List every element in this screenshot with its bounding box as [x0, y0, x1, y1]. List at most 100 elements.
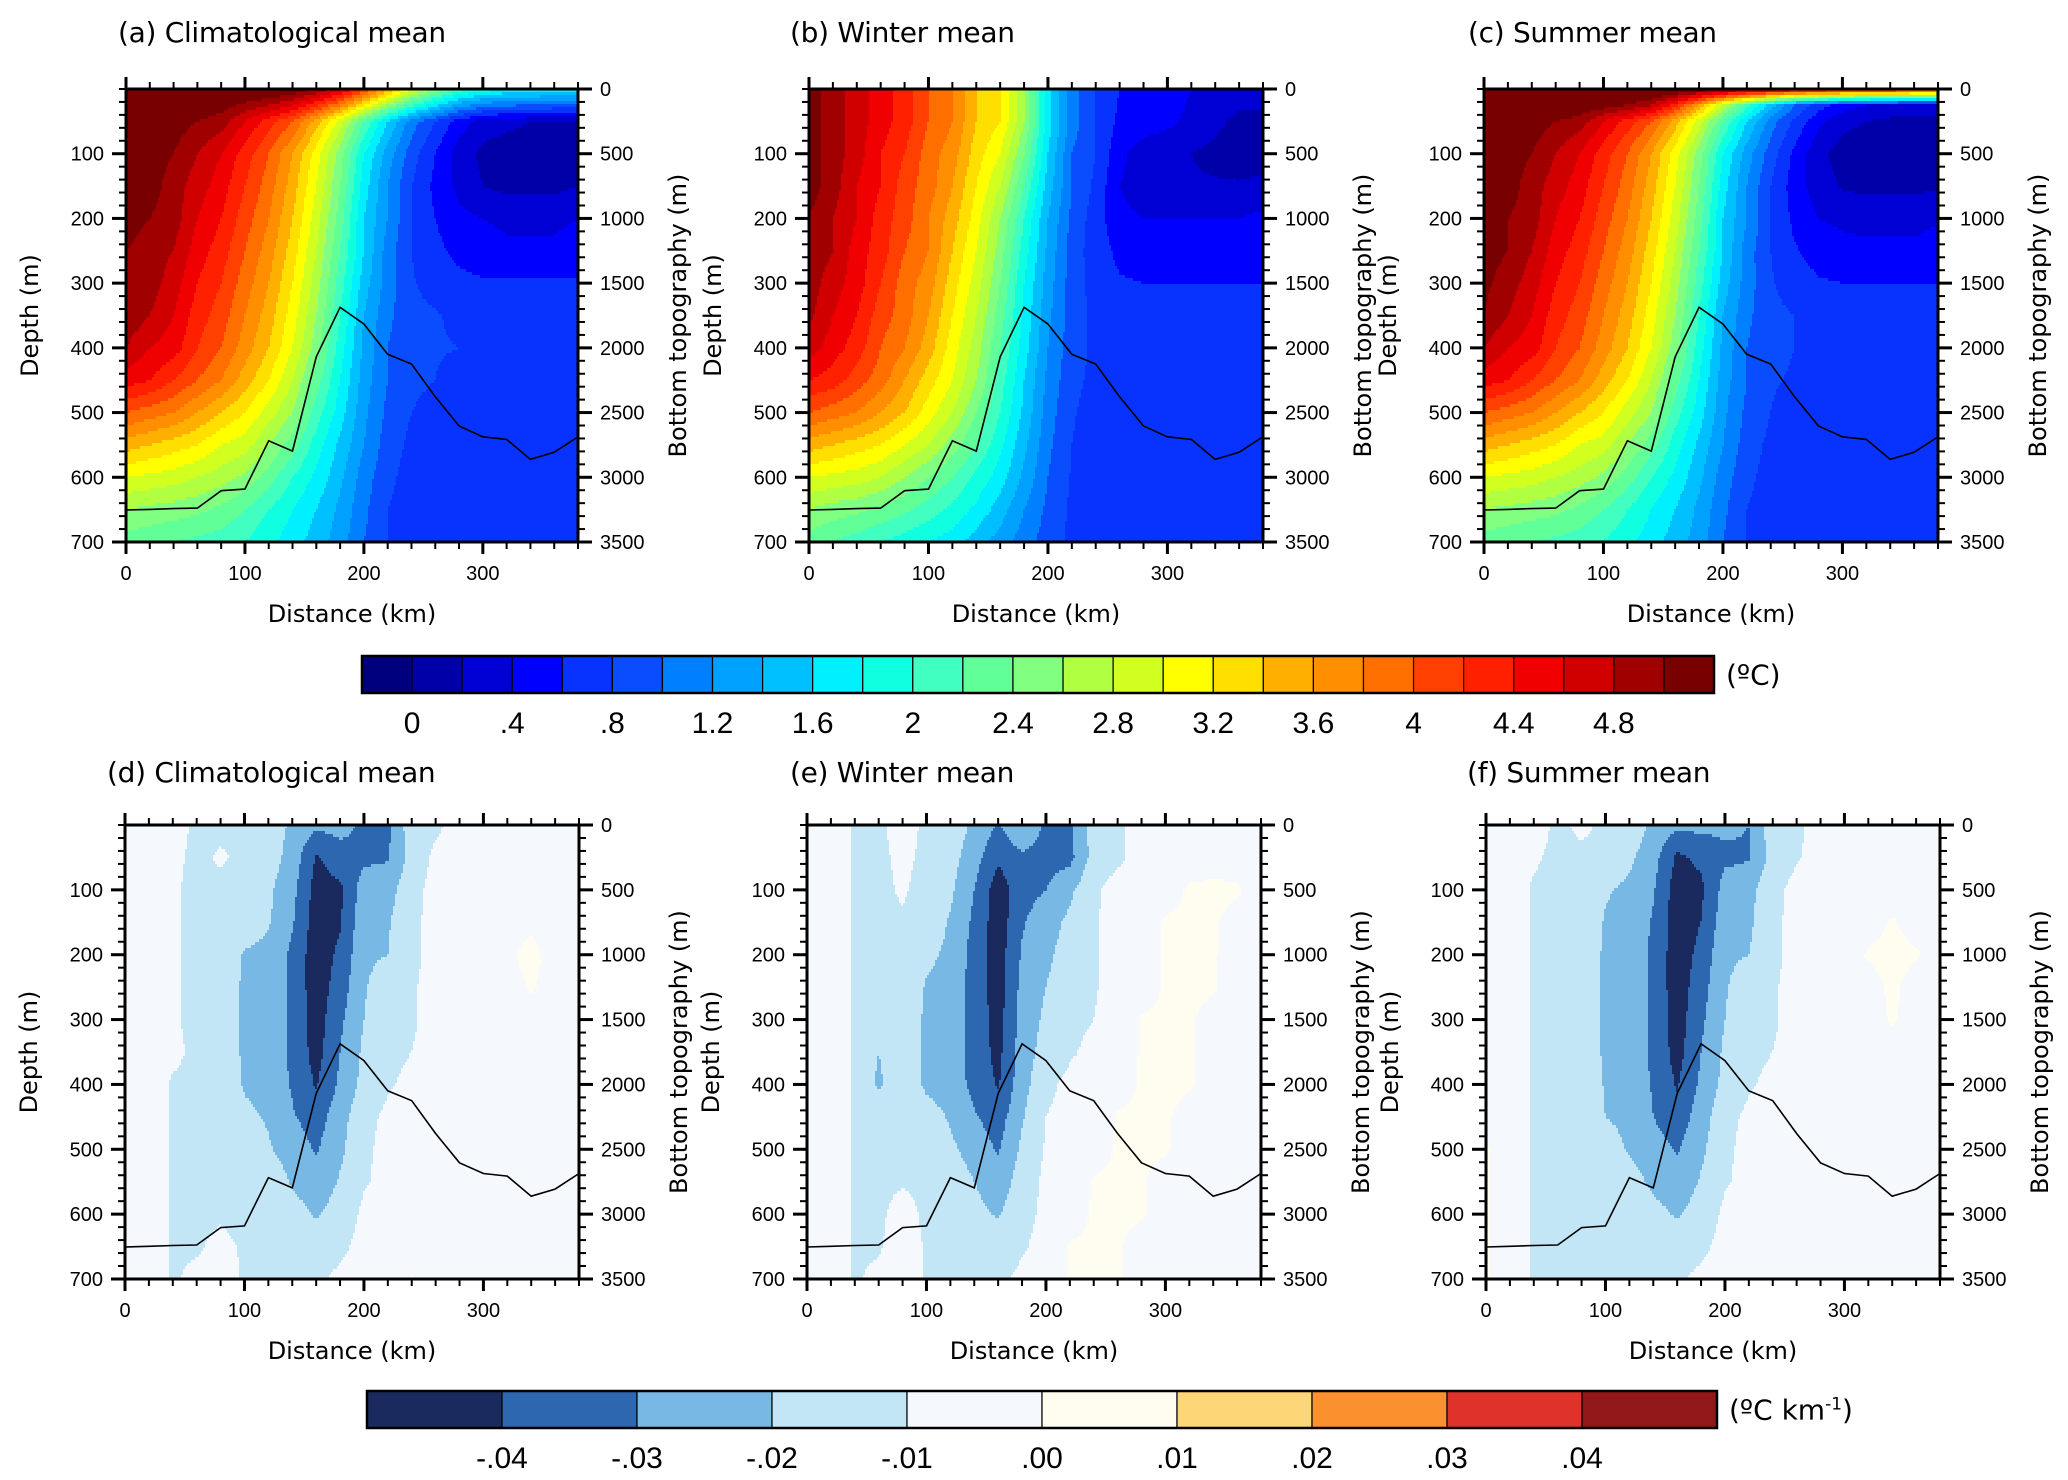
- contour-cell: [1055, 152, 1064, 156]
- contour-cell: [983, 263, 994, 267]
- contour-cell: [328, 287, 337, 291]
- contour-cell: [1047, 239, 1058, 243]
- contour-cell: [252, 350, 267, 354]
- contour-cell: [993, 131, 1006, 135]
- contour-cell: [224, 110, 247, 114]
- contour-cell: [1035, 161, 1042, 165]
- contour-cell: [272, 203, 285, 207]
- contour-cell: [290, 290, 301, 294]
- contour-cell: [344, 284, 353, 288]
- contour-cell: [368, 188, 379, 192]
- contour-cell: [310, 161, 321, 165]
- contour-cell: [254, 377, 271, 381]
- contour-cell: [304, 149, 315, 153]
- contour-cell: [879, 290, 896, 294]
- contour-cell: [1245, 215, 1264, 219]
- contour-cell: [1085, 275, 1126, 279]
- contour-cell: [382, 431, 407, 435]
- contour-cell: [1037, 137, 1044, 141]
- contour-cell: [1043, 278, 1056, 282]
- contour-cell: [372, 269, 383, 273]
- contour-cell: [987, 239, 998, 243]
- contour-cell: [819, 287, 844, 291]
- contour-cell: [362, 98, 371, 102]
- contour-field: [126, 89, 579, 543]
- contour-cell: [913, 107, 930, 111]
- contour-cell: [1037, 248, 1046, 252]
- contour-cell: [178, 374, 201, 378]
- contour-cell: [979, 224, 990, 228]
- contour-cell: [971, 212, 982, 216]
- contour-cell: [494, 224, 569, 228]
- contour-cell: [314, 401, 327, 405]
- contour-cell: [388, 107, 397, 111]
- contour-cell: [833, 215, 858, 219]
- contour-cell: [458, 110, 483, 114]
- contour-cell: [246, 101, 281, 105]
- contour-cell: [298, 359, 309, 363]
- contour-cell: [881, 176, 900, 180]
- contour-cell: [126, 311, 151, 315]
- contour-cell: [338, 440, 353, 444]
- contour-cell: [234, 518, 263, 522]
- contour-cell: [294, 371, 305, 375]
- contour-cell: [276, 140, 291, 144]
- contour-cell: [977, 179, 990, 183]
- contour-cell: [1057, 239, 1068, 243]
- contour-cell: [430, 110, 445, 114]
- contour-cell: [254, 419, 271, 423]
- contour-cell: [1039, 218, 1048, 222]
- contour-cell: [330, 92, 343, 96]
- contour-cell: [186, 185, 211, 189]
- contour-cell: [881, 149, 906, 153]
- contour-cell: [953, 116, 966, 120]
- contour-cell: [336, 503, 353, 507]
- contour-cell: [949, 263, 962, 267]
- contour-cell: [815, 311, 836, 315]
- contour-cell: [126, 119, 201, 123]
- contour-cell: [176, 377, 199, 381]
- contour-cell: [310, 221, 321, 225]
- contour-cell: [1027, 200, 1036, 204]
- contour-cell: [364, 323, 377, 327]
- contour-cell: [126, 464, 185, 468]
- contour-cell: [358, 389, 371, 393]
- contour-cell: [1067, 116, 1080, 120]
- contour-cell: [893, 209, 914, 213]
- contour-cell: [222, 215, 239, 219]
- contour-cell: [332, 248, 341, 252]
- contour-cell: [452, 161, 479, 165]
- contour-cell: [334, 140, 343, 144]
- contour-cell: [1019, 257, 1028, 261]
- contour-cell: [306, 317, 317, 321]
- contour-cell: [843, 167, 862, 171]
- contour-cell: [941, 251, 954, 255]
- contour-cell: [332, 416, 345, 420]
- contour-cell: [324, 311, 333, 315]
- contour-cell: [1005, 194, 1014, 198]
- contour-cell: [971, 218, 982, 222]
- contour-cell: [975, 188, 988, 192]
- contour-cell: [845, 137, 868, 141]
- contour-cell: [388, 344, 457, 348]
- contour-cell: [412, 230, 439, 234]
- contour-cell: [198, 218, 221, 222]
- contour-cell: [929, 242, 942, 246]
- contour-cell: [995, 197, 1006, 201]
- contour-cell: [1065, 281, 1086, 285]
- contour-cell: [398, 227, 413, 231]
- contour-cell: [130, 449, 181, 453]
- contour-cell: [278, 383, 291, 387]
- contour-cell: [164, 275, 185, 279]
- contour-cell: [330, 134, 339, 138]
- contour-cell: [869, 107, 894, 111]
- contour-cell: [404, 158, 419, 162]
- contour-cell: [320, 344, 329, 348]
- contour-cell: [298, 182, 309, 186]
- contour-cell: [292, 434, 303, 438]
- contour-cell: [845, 101, 870, 105]
- contour-cell: [821, 149, 846, 153]
- contour-cell: [1015, 122, 1024, 126]
- contour-cell: [971, 281, 982, 285]
- contour-cell: [809, 293, 820, 297]
